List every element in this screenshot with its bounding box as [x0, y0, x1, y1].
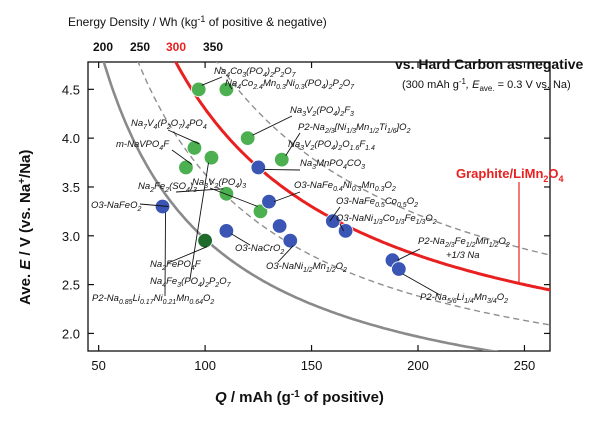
compound-label-o3-nanimn: O3-NaNi1/2Mn1/2O2	[266, 261, 347, 274]
label-leader-line	[201, 76, 223, 86]
negative-electrode-note-title: vs. Hard Carbon as negative	[395, 56, 584, 72]
label-leader-line	[277, 245, 294, 263]
compound-label-m-navpo4f: m-NaVPO4F	[116, 139, 170, 152]
label-leader-line	[273, 191, 301, 203]
data-point-blue	[282, 232, 298, 249]
energy-density-tick: 250	[130, 40, 150, 54]
compound-label-p2-nalimn: P2-Na5/6Li1/4Mn3/4O2	[420, 292, 508, 305]
data-point-green	[191, 81, 207, 98]
graphite-limn2o4-label: Graphite/LiMn2O4	[456, 166, 564, 184]
compound-label-nacopo-top2: Na4Co2.4Mn0.3Ni0.3(PO4)2P2O7	[225, 78, 355, 91]
compound-label-na2fepo4f: Na2FePO4F	[150, 259, 202, 272]
iso-energy-curve	[137, 62, 550, 326]
compound-label-o3-nfnm: O3-NaFe0.4Ni0.3Mn0.3O2	[294, 180, 396, 193]
compound-labels: Na4Co3(PO4)2P2O7Na4Co2.4Mn0.3Ni0.3(PO4)2…	[91, 66, 510, 306]
energy-density-tick-highlight: 300	[166, 40, 186, 54]
data-points	[154, 81, 407, 277]
data-point-blue	[250, 159, 267, 176]
data-point-green	[274, 151, 290, 168]
label-leader-line	[175, 188, 224, 193]
label-leader-line	[402, 273, 441, 296]
compound-label-na3v2po43: Na3V2(PO4)3	[192, 177, 246, 190]
y-axis-title: Ave. E / V (vs. Na+/Na)	[17, 150, 34, 305]
energy-density-axis-label: Energy Density / Wh (kg-1 of positive & …	[68, 14, 327, 29]
label-leader-line	[189, 162, 209, 280]
data-point-green	[239, 130, 256, 146]
compound-label-navpo-of: Na3V2(PO4)2O1.6F1.4	[288, 139, 375, 152]
data-point-blue	[325, 213, 341, 229]
label-leader-line	[164, 212, 166, 297]
plot-frame	[87, 61, 551, 352]
label-leader-lines	[139, 76, 441, 297]
data-point-darkgreen	[197, 232, 213, 249]
y-tick-label: 3.0	[62, 229, 80, 244]
compound-label-namnpoco3: Na3MnPO4CO3	[300, 158, 365, 171]
x-tick-label: 100	[194, 358, 216, 373]
compound-label-p2-nalinimn: P2-Na0.85Li0.17Ni0.21Mn0.64O2	[92, 293, 214, 306]
label-leader-line	[167, 246, 208, 264]
data-point-blue	[261, 193, 277, 210]
data-point-blue	[154, 198, 171, 215]
label-leader-line	[252, 115, 293, 136]
label-leader-line	[263, 168, 301, 171]
label-leader-line	[339, 223, 345, 232]
iso-energy-curve	[216, 62, 550, 256]
compound-label-nacopo-top1: Na4Co3(PO4)2P2O7	[214, 66, 297, 79]
x-tick-label: 200	[407, 358, 429, 373]
data-point-green	[252, 203, 269, 220]
label-leader-line	[171, 149, 193, 165]
compound-label-na7v4: Na7V4(P2O7)4PO4	[131, 118, 207, 131]
compound-label-p2-nnmt: P2-Na2/3[Ni1/3Mn1/2Ti1/6]O2	[298, 122, 411, 135]
data-point-green	[178, 159, 194, 176]
label-leader-line	[231, 233, 251, 246]
label-leader-line	[285, 132, 301, 156]
data-point-green	[203, 149, 220, 166]
compound-label-navpo-f3: Na3V2(PO4)2F3	[290, 105, 354, 118]
data-point-green	[186, 140, 203, 156]
data-point-blue	[391, 261, 407, 277]
y-axis-ticks: 2.0 2.5 3.0 3.5 4.0 4.5	[62, 82, 550, 341]
energy-density-ticks: 200 250 300 350	[93, 40, 223, 54]
data-point-green	[218, 186, 235, 202]
data-point-blue	[218, 223, 235, 239]
compound-label-na4fe3: Na4Fe3(PO4)2P2O7	[150, 276, 232, 289]
compound-label-o3-nacro2: O3-NaCrO2	[235, 243, 284, 256]
label-leader-line	[397, 248, 421, 261]
compound-label-p2-nafemn: P2-Na2/3Fe1/2Mn1/2O2	[418, 236, 510, 249]
label-leader-line	[139, 203, 169, 207]
x-axis-ticks: 50 100 150 200 250	[91, 62, 535, 373]
x-tick-label: 250	[514, 358, 536, 373]
label-leader-line	[209, 187, 258, 207]
energy-density-tick: 350	[203, 40, 223, 54]
x-tick-label: 150	[301, 358, 323, 373]
y-tick-label: 3.5	[62, 180, 80, 195]
x-tick-label: 50	[91, 358, 105, 373]
compound-label-plus-na: +1/3 Na	[446, 250, 480, 261]
compound-label-na2fe2so4: Na2Fe2(SO4)3	[138, 181, 197, 194]
negative-electrode-note-subtitle: (300 mAh g-1, Eave. = 0.3 V vs. Na)	[402, 77, 571, 93]
compound-label-o3-nafeco: O3-NaFe0.5Co0.5O2	[336, 196, 418, 209]
compound-label-o3-nanicofe: O3-NaNi1/3Co1/3Fe1/3O2	[336, 213, 437, 226]
x-axis-title: Q / mAh (g-1 of positive)	[215, 389, 384, 406]
label-leader-line	[329, 206, 341, 222]
y-tick-label: 2.5	[62, 278, 80, 293]
compound-label-o3-nafeo2: O3-NaFeO2	[91, 200, 141, 213]
energy-density-tick: 200	[93, 40, 113, 54]
label-leader-line	[229, 85, 233, 90]
y-tick-label: 4.5	[62, 82, 80, 97]
y-tick-label: 2.0	[62, 326, 80, 341]
label-leader-line	[167, 129, 200, 145]
y-tick-label: 4.0	[62, 131, 80, 146]
iso-energy-curve	[102, 62, 500, 351]
iso-energy-curve	[174, 62, 550, 292]
iso-energy-curves	[102, 62, 550, 351]
data-point-blue	[271, 218, 288, 234]
